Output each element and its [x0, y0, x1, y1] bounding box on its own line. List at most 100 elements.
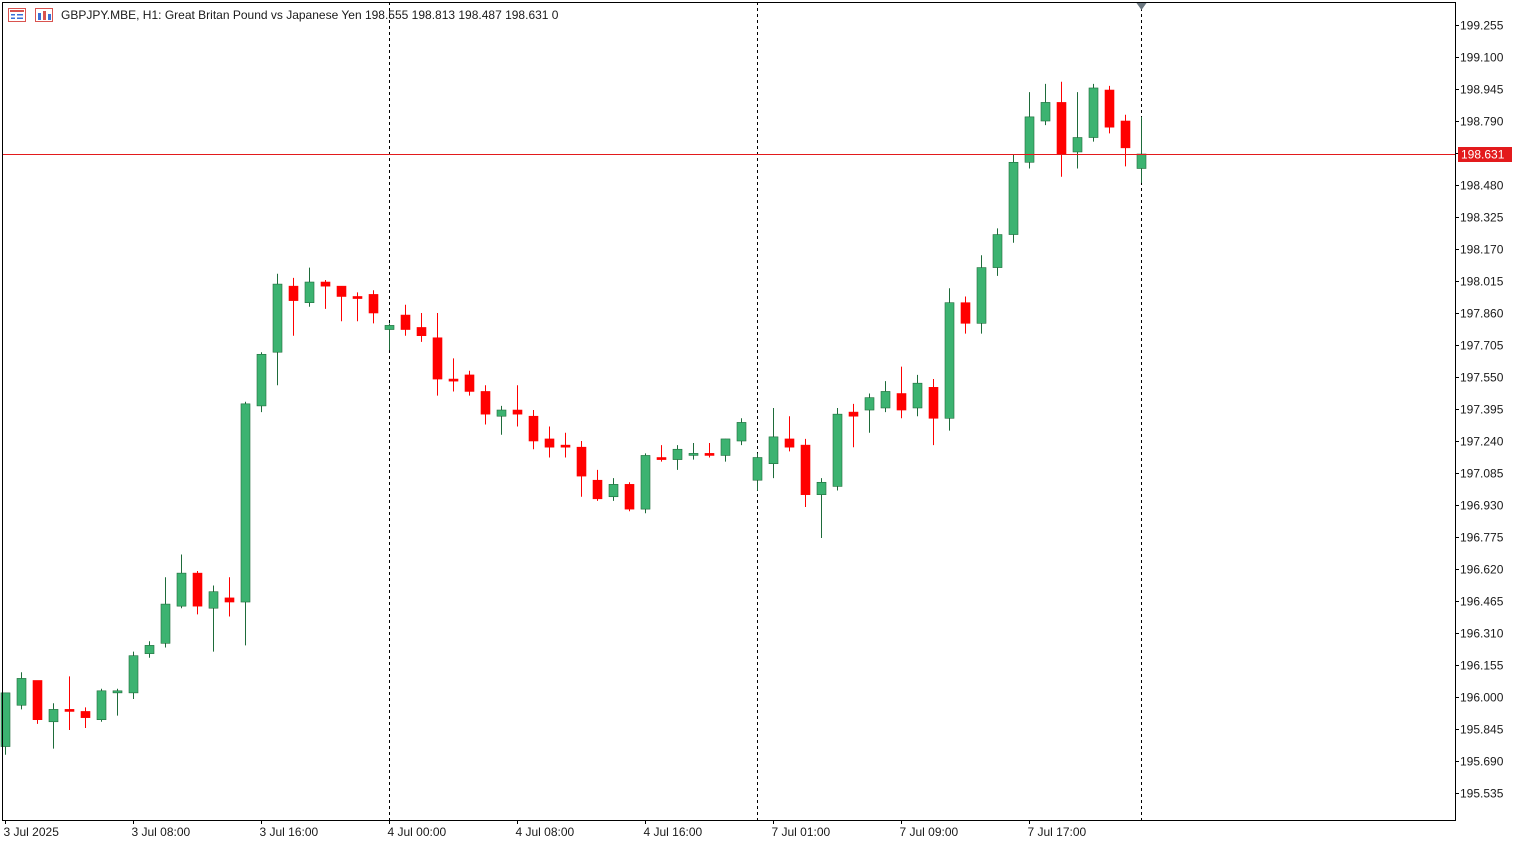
- candle-body-bull: [144, 645, 155, 654]
- candle: [336, 285, 347, 322]
- candle: [624, 482, 635, 512]
- candle: [224, 577, 235, 617]
- candle: [544, 426, 555, 458]
- y-tick-label: 196.620: [1460, 563, 1504, 577]
- candle: [960, 296, 971, 334]
- symbol-info-line: GBPJPY.MBE, H1: Great Britan Pound vs Ja…: [61, 8, 559, 22]
- y-tick-label: 198.170: [1460, 243, 1504, 257]
- y-tick-label: 197.550: [1460, 371, 1504, 385]
- candle: [800, 438, 811, 508]
- candle-body-bull: [1008, 161, 1019, 235]
- candle-body-bull: [864, 397, 875, 411]
- candle: [64, 676, 75, 731]
- candle-body-bull: [96, 690, 107, 721]
- candle-body-bull: [912, 382, 923, 409]
- candle: [480, 385, 491, 425]
- candle-body-bear: [528, 415, 539, 442]
- candle: [976, 255, 987, 334]
- candle: [288, 277, 299, 336]
- candle: [768, 407, 779, 479]
- candle-body-bull: [608, 484, 619, 498]
- x-tick-label: 4 Jul 16:00: [644, 825, 703, 839]
- y-tick-label: 196.310: [1460, 627, 1504, 641]
- candle: [400, 304, 411, 336]
- candle: [1056, 81, 1067, 177]
- x-tick-label: 7 Jul 01:00: [772, 825, 831, 839]
- candle-body-bear: [320, 281, 331, 287]
- candle-body-bull: [1024, 116, 1035, 163]
- candle: [672, 445, 683, 470]
- candle-body-bear: [928, 387, 939, 419]
- candle-body-bear: [896, 393, 907, 411]
- candle-body-bull: [304, 281, 315, 303]
- menu-lines-icon[interactable]: [8, 8, 26, 22]
- candle-body-bull: [720, 438, 731, 456]
- y-tick-label: 198.480: [1460, 179, 1504, 193]
- chart-header: GBPJPY.MBE, H1: Great Britan Pound vs Ja…: [8, 8, 559, 22]
- candle-body-bull: [976, 267, 987, 324]
- candle: [160, 577, 171, 648]
- x-axis: 3 Jul 2025 3 Jul 08:00 3 Jul 16:00 4 Jul 00…: [4, 820, 1087, 839]
- candle-body-bear: [656, 457, 667, 460]
- candle-body-bear: [432, 337, 443, 380]
- candle: [576, 440, 587, 497]
- candle: [704, 443, 715, 458]
- candle: [432, 312, 443, 396]
- candle: [1104, 85, 1115, 134]
- candle-body-bull: [384, 325, 395, 330]
- candle-body-bull: [160, 603, 171, 644]
- y-tick-label: 195.845: [1460, 723, 1504, 737]
- candle-body-bull: [640, 455, 651, 510]
- y-tick-label: 198.945: [1460, 83, 1504, 97]
- candle-body-bull: [48, 709, 59, 723]
- candle-body-bull: [752, 457, 763, 481]
- plot-frame: [2, 2, 1456, 821]
- y-tick-label: 195.535: [1460, 787, 1504, 801]
- candle: [784, 416, 795, 452]
- y-tick-label: 196.930: [1460, 499, 1504, 513]
- candle-body-bull: [208, 591, 219, 609]
- y-tick-label: 197.085: [1460, 467, 1504, 481]
- y-tick-label: 195.690: [1460, 755, 1504, 769]
- candle: [464, 370, 475, 396]
- x-tick-label: 4 Jul 00:00: [388, 825, 447, 839]
- candle: [384, 323, 395, 351]
- candle-body-bear: [592, 479, 603, 500]
- y-tick-label: 196.000: [1460, 691, 1504, 705]
- chart-window-icon[interactable]: [35, 8, 53, 22]
- candle: [272, 273, 283, 386]
- candle: [1008, 154, 1019, 243]
- y-tick-label: 196.775: [1460, 531, 1504, 545]
- current-price-label: 198.631: [1461, 148, 1505, 162]
- y-tick-label: 198.015: [1460, 275, 1504, 289]
- x-tick-label: 4 Jul 08:00: [516, 825, 575, 839]
- candle: [832, 407, 843, 491]
- candle: [144, 641, 155, 658]
- candle: [256, 352, 267, 413]
- y-tick-label: 197.395: [1460, 403, 1504, 417]
- candle: [992, 228, 1003, 276]
- candle-body-bull: [768, 436, 779, 465]
- candle-body-bull: [880, 391, 891, 409]
- candle-body-bear: [1120, 120, 1131, 149]
- candle: [688, 443, 699, 460]
- candle-body-bear: [480, 391, 491, 415]
- price-tag-background: [1458, 147, 1512, 162]
- y-tick-label: 196.155: [1460, 659, 1504, 673]
- chart-shift-marker[interactable]: [1136, 3, 1147, 10]
- y-tick-label: 197.860: [1460, 307, 1504, 321]
- candle-body-bear: [400, 314, 411, 330]
- candle-body-bull: [176, 572, 187, 607]
- candle: [1072, 92, 1083, 169]
- candle-body-bear: [576, 446, 587, 477]
- candle-body-bull: [832, 413, 843, 487]
- x-tick-label: 7 Jul 17:00: [1028, 825, 1087, 839]
- price-tag: 198.631: [1458, 147, 1512, 162]
- candle-body-bear: [624, 484, 635, 510]
- candle: [32, 680, 43, 724]
- candle: [1088, 83, 1099, 142]
- candle: [192, 571, 203, 615]
- candle-body-bull: [240, 403, 251, 603]
- candle: [896, 366, 907, 419]
